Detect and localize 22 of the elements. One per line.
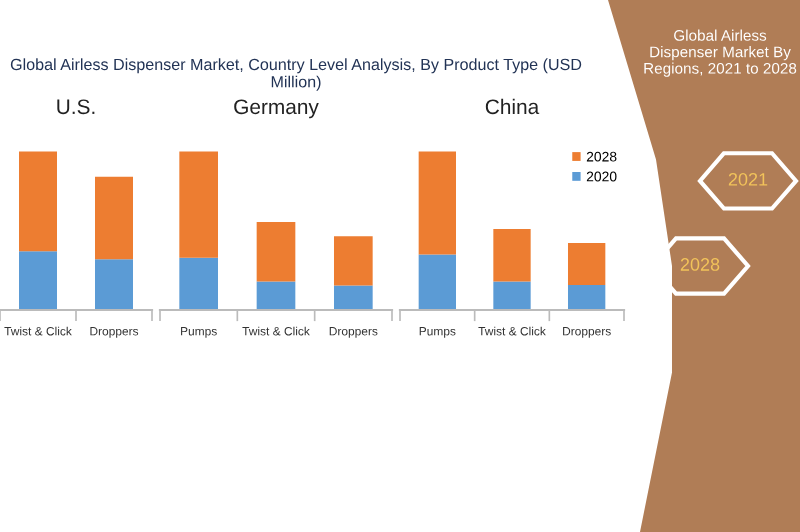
bar	[568, 243, 606, 286]
bar	[418, 151, 456, 255]
bar	[493, 229, 531, 282]
text: 2028	[680, 258, 720, 271]
bar	[334, 285, 373, 310]
bar	[179, 151, 218, 258]
bar	[95, 259, 133, 310]
bar	[568, 285, 606, 310]
bar	[95, 176, 133, 260]
bar	[19, 151, 57, 252]
text: 2021	[728, 172, 768, 186]
bar	[256, 281, 296, 310]
bar	[493, 281, 531, 310]
chart-title: U.S.	[57, 99, 95, 115]
bar	[334, 236, 373, 286]
chart-title: China	[485, 98, 540, 115]
bar	[418, 254, 456, 310]
bar	[256, 221, 296, 282]
bar	[179, 257, 218, 310]
chart-title: Germany	[234, 99, 319, 119]
text: Global Airless Dispenser Market, Country Level Analysis, By Product Type (USD Million)	[10, 58, 582, 91]
bar	[19, 251, 57, 310]
